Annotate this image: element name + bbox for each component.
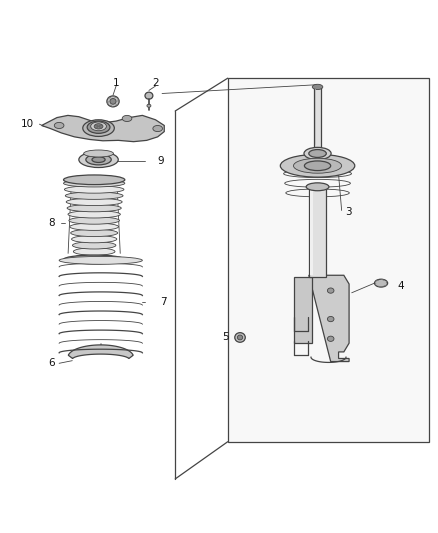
Ellipse shape	[107, 96, 119, 107]
Polygon shape	[42, 115, 164, 142]
Ellipse shape	[68, 211, 120, 218]
Ellipse shape	[72, 241, 116, 249]
Ellipse shape	[122, 115, 132, 122]
Ellipse shape	[66, 198, 122, 206]
Text: 5: 5	[222, 333, 229, 343]
Polygon shape	[309, 275, 349, 361]
Text: 2: 2	[152, 78, 159, 88]
Text: 7: 7	[159, 297, 166, 308]
Polygon shape	[294, 278, 312, 343]
Ellipse shape	[79, 152, 118, 167]
Ellipse shape	[304, 161, 331, 171]
Ellipse shape	[83, 120, 114, 136]
Ellipse shape	[293, 158, 342, 173]
Bar	[310, 190, 313, 275]
Ellipse shape	[327, 288, 334, 293]
Ellipse shape	[147, 104, 151, 107]
Ellipse shape	[94, 124, 103, 129]
Ellipse shape	[73, 248, 115, 255]
Bar	[309, 188, 326, 278]
Ellipse shape	[70, 223, 119, 230]
Polygon shape	[68, 345, 133, 359]
Ellipse shape	[237, 335, 243, 340]
Ellipse shape	[110, 99, 116, 104]
Ellipse shape	[304, 147, 331, 159]
Text: 1: 1	[113, 78, 120, 88]
Ellipse shape	[64, 255, 125, 264]
Ellipse shape	[86, 155, 111, 165]
Ellipse shape	[71, 229, 118, 237]
Ellipse shape	[64, 180, 125, 187]
Ellipse shape	[67, 205, 121, 212]
Ellipse shape	[91, 122, 106, 131]
Ellipse shape	[280, 155, 355, 177]
Ellipse shape	[74, 254, 114, 261]
Ellipse shape	[312, 84, 323, 90]
Ellipse shape	[69, 217, 120, 224]
Ellipse shape	[374, 279, 388, 287]
Text: 8: 8	[48, 217, 55, 228]
Ellipse shape	[65, 192, 123, 199]
Text: 9: 9	[158, 156, 165, 166]
Ellipse shape	[59, 256, 142, 264]
Ellipse shape	[64, 175, 125, 184]
Ellipse shape	[71, 236, 117, 243]
Ellipse shape	[235, 333, 245, 342]
Ellipse shape	[327, 317, 334, 322]
Ellipse shape	[145, 92, 153, 99]
Ellipse shape	[64, 186, 124, 193]
Text: 3: 3	[345, 207, 352, 217]
Text: 10: 10	[21, 119, 34, 129]
Ellipse shape	[84, 150, 113, 157]
Ellipse shape	[87, 121, 110, 133]
Ellipse shape	[327, 336, 334, 342]
Ellipse shape	[309, 150, 326, 157]
Ellipse shape	[153, 125, 162, 132]
Text: 4: 4	[397, 281, 404, 291]
Ellipse shape	[306, 183, 329, 191]
Ellipse shape	[54, 123, 64, 128]
Text: 6: 6	[48, 358, 55, 368]
Bar	[314, 87, 321, 148]
Polygon shape	[228, 78, 429, 442]
Ellipse shape	[92, 157, 105, 163]
